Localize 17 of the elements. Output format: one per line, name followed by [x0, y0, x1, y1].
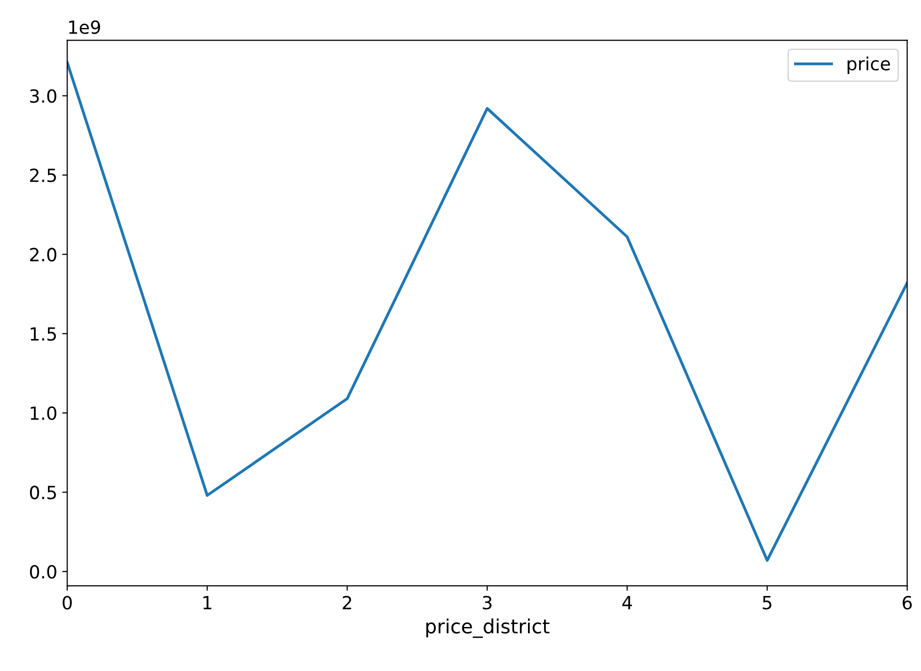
y-tick-label: 2.0	[30, 248, 56, 262]
legend-label: price	[848, 56, 890, 74]
x-tick-label: 0	[62, 596, 72, 610]
y-tick-label: 1.0	[30, 406, 56, 420]
x-tick-label: 6	[902, 596, 912, 610]
x-tick-label: 1	[203, 596, 212, 610]
x-axis-title: price_district	[426, 618, 550, 638]
y-tick-label: 0.5	[30, 486, 56, 500]
text: 1e9	[69, 20, 100, 34]
y-tick-label: 0.0	[30, 564, 56, 579]
x-tick-label: 2	[342, 596, 352, 610]
x-tick-label: 5	[762, 596, 772, 610]
y-tick-label: 1.5	[30, 327, 56, 341]
x-tick-label: 4	[622, 596, 632, 610]
x-tick-label: 3	[482, 596, 492, 610]
y-tick-label: 2.5	[30, 168, 56, 182]
y-tick-label: 3.0	[30, 89, 56, 103]
